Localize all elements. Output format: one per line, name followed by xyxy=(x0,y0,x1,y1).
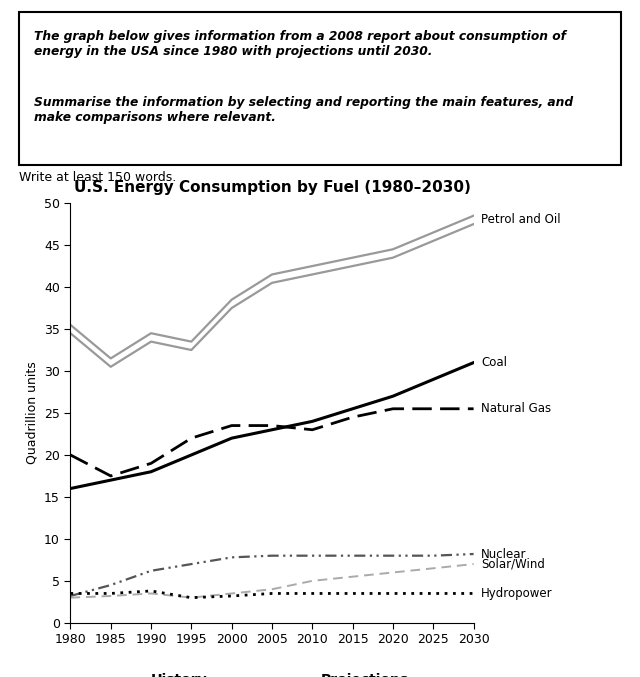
Text: Solar/Wind: Solar/Wind xyxy=(481,558,545,571)
Text: Summarise the information by selecting and reporting the main features, and
make: Summarise the information by selecting a… xyxy=(34,96,573,124)
Text: Natural Gas: Natural Gas xyxy=(481,402,552,415)
Text: Nuclear: Nuclear xyxy=(481,548,527,561)
Text: Projections: Projections xyxy=(321,673,409,677)
Text: Hydropower: Hydropower xyxy=(481,587,553,600)
Title: U.S. Energy Consumption by Fuel (1980–2030): U.S. Energy Consumption by Fuel (1980–20… xyxy=(74,180,470,195)
FancyBboxPatch shape xyxy=(19,12,621,165)
Text: Coal: Coal xyxy=(481,356,508,369)
Text: The graph below gives information from a 2008 report about consumption of
energy: The graph below gives information from a… xyxy=(34,30,566,58)
Text: History: History xyxy=(151,673,207,677)
Text: Petrol and Oil: Petrol and Oil xyxy=(481,213,561,226)
Text: Write at least 150 words.: Write at least 150 words. xyxy=(19,171,177,183)
Y-axis label: Quadrillion units: Quadrillion units xyxy=(26,362,38,464)
